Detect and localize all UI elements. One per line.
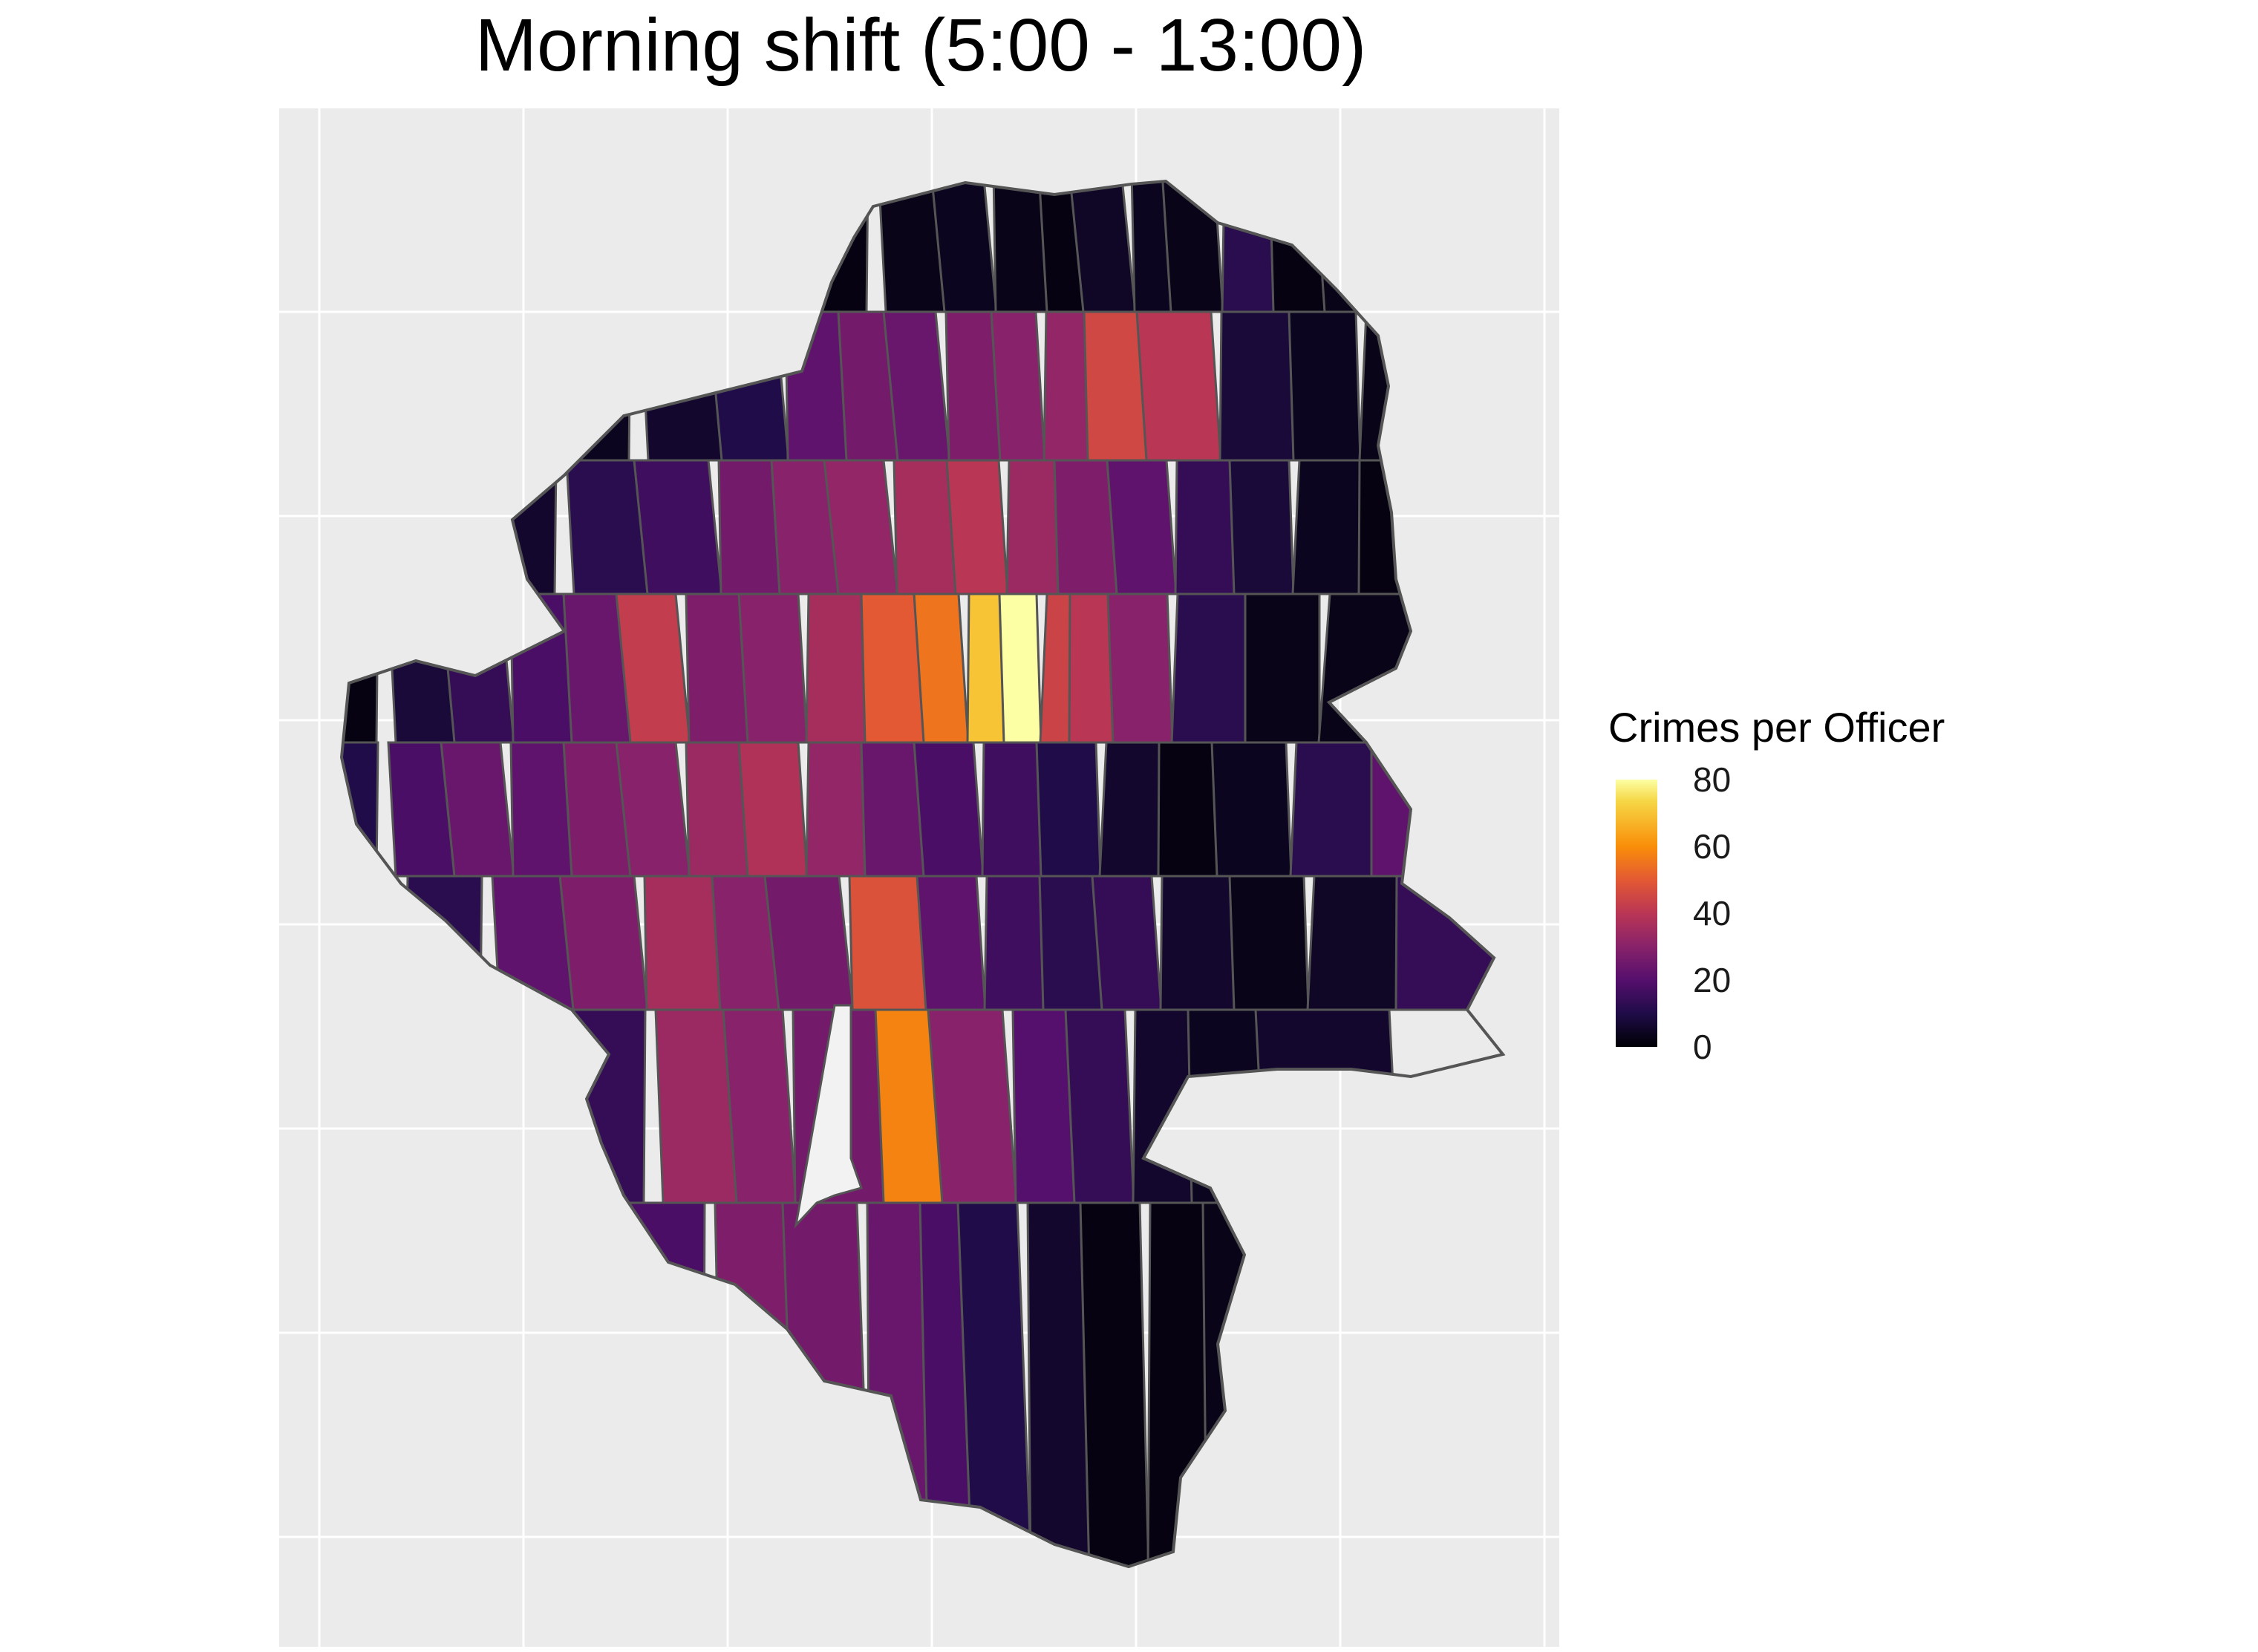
district bbox=[1079, 1201, 1150, 1567]
district bbox=[558, 875, 649, 1011]
district bbox=[998, 592, 1042, 744]
district bbox=[1064, 1008, 1135, 1204]
district bbox=[1288, 310, 1362, 462]
district bbox=[440, 741, 515, 878]
district bbox=[1005, 459, 1063, 595]
district bbox=[1098, 741, 1167, 878]
district bbox=[1091, 875, 1163, 1011]
legend-colorbar bbox=[1616, 780, 1657, 1047]
district bbox=[1228, 875, 1310, 1011]
plot-title: Morning shift (5:00 - 13:00) bbox=[474, 4, 1367, 87]
legend-tick-label: 60 bbox=[1693, 827, 1732, 866]
district bbox=[805, 741, 869, 878]
legend-tick-label: 80 bbox=[1693, 760, 1732, 799]
district bbox=[717, 459, 782, 595]
district bbox=[956, 1201, 1033, 1567]
legend-title: Crimes per Officer bbox=[1608, 704, 1945, 751]
district bbox=[763, 875, 855, 1011]
district bbox=[509, 741, 574, 878]
legend-tick-mark bbox=[1657, 1046, 1666, 1048]
legend-tick-label: 40 bbox=[1693, 894, 1732, 933]
district bbox=[1210, 741, 1293, 878]
district bbox=[1306, 875, 1405, 1011]
district bbox=[1244, 592, 1321, 744]
district bbox=[1291, 459, 1368, 595]
district bbox=[805, 592, 869, 744]
district bbox=[1218, 310, 1297, 462]
district bbox=[916, 875, 987, 1011]
district bbox=[1159, 875, 1238, 1011]
district bbox=[1228, 459, 1295, 595]
district bbox=[1289, 741, 1380, 878]
district bbox=[722, 1008, 797, 1204]
district bbox=[1026, 1201, 1092, 1567]
legend-tick-mark bbox=[1657, 846, 1666, 848]
district bbox=[945, 459, 1009, 595]
district bbox=[823, 459, 899, 595]
district bbox=[737, 592, 809, 744]
district bbox=[643, 875, 722, 1011]
legend-tick-mark bbox=[1657, 979, 1666, 982]
excluded-area bbox=[794, 1004, 863, 1229]
district bbox=[1035, 741, 1102, 878]
district bbox=[927, 1008, 1018, 1204]
district bbox=[1157, 741, 1220, 878]
district bbox=[913, 741, 985, 878]
legend-tick-label: 20 bbox=[1693, 961, 1732, 999]
district bbox=[918, 1201, 974, 1567]
city-boundary bbox=[339, 179, 1506, 1569]
district bbox=[1106, 592, 1174, 744]
district bbox=[990, 310, 1046, 462]
district bbox=[1106, 459, 1178, 595]
district bbox=[1174, 459, 1238, 595]
district bbox=[615, 592, 691, 744]
district bbox=[981, 741, 1045, 878]
district bbox=[1170, 592, 1253, 744]
legend-tick-mark bbox=[1657, 912, 1666, 915]
district bbox=[913, 592, 970, 744]
district bbox=[615, 741, 691, 878]
district bbox=[1135, 310, 1222, 462]
district bbox=[737, 741, 809, 878]
district bbox=[848, 875, 928, 1011]
legend-tick-mark bbox=[1657, 779, 1666, 781]
district bbox=[633, 459, 723, 595]
district bbox=[983, 875, 1048, 1011]
legend-tick-label: 0 bbox=[1693, 1028, 1712, 1066]
